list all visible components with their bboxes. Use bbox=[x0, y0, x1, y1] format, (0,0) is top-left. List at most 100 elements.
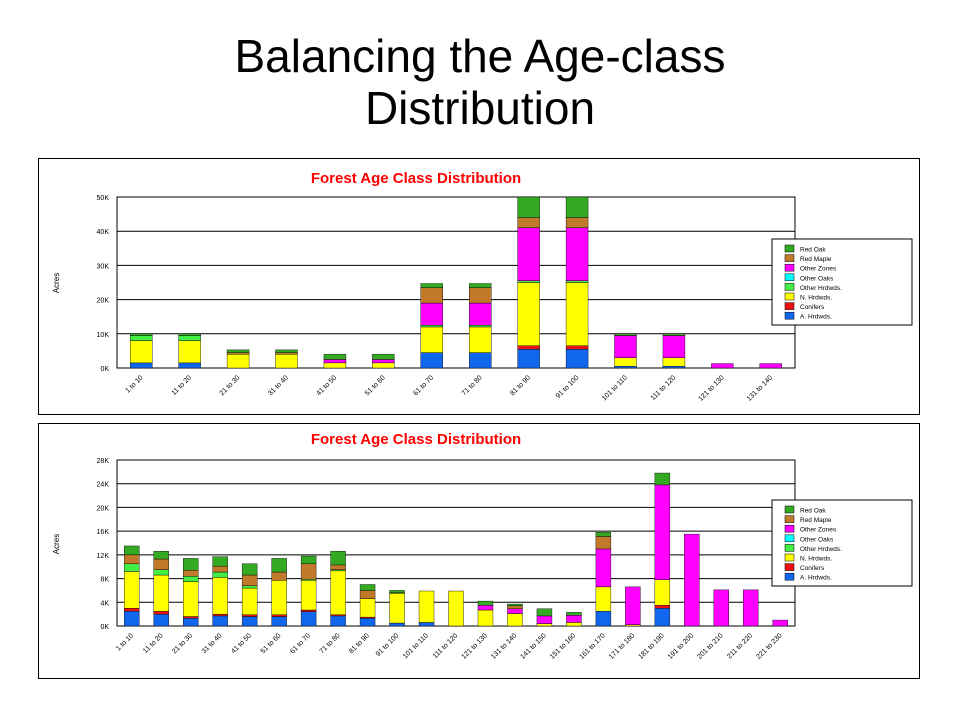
chart-title: Forest Age Class Distribution bbox=[311, 170, 521, 187]
x-tick-label: 61 to 70 bbox=[412, 374, 435, 397]
bar-segment bbox=[469, 325, 492, 328]
bar-segment bbox=[389, 590, 405, 594]
x-tick-label: 111 to 120 bbox=[432, 632, 460, 660]
y-tick-label: 20K bbox=[97, 505, 110, 512]
y-tick-label: 20K bbox=[97, 298, 110, 305]
bar-segment bbox=[420, 325, 443, 328]
bar-segment bbox=[654, 605, 671, 609]
x-tick-label: 101 to 110 bbox=[601, 374, 629, 402]
bar-segment bbox=[271, 580, 287, 615]
bar-segment bbox=[330, 615, 346, 627]
bar-segment bbox=[241, 574, 258, 586]
bar-segment bbox=[275, 349, 298, 353]
legend-label: Red Maple bbox=[800, 517, 832, 524]
bar-segment bbox=[389, 593, 405, 624]
bar-segment bbox=[153, 610, 169, 615]
bar-segment bbox=[182, 575, 199, 582]
x-tick-label: 111 to 120 bbox=[650, 374, 678, 402]
legend-label: Other Zones bbox=[800, 527, 837, 534]
bar-segment bbox=[448, 590, 464, 627]
bar-segment bbox=[625, 586, 641, 626]
legend-swatch bbox=[784, 572, 795, 581]
legend-swatch bbox=[784, 244, 795, 253]
bar-segment bbox=[300, 611, 317, 627]
x-tick-label: 181 to 190 bbox=[637, 632, 665, 660]
chart-svg-top: Forest Age Class Distribution 0K 10K 20K 30K… bbox=[52, 170, 913, 403]
legend-label: Conifers bbox=[800, 565, 825, 572]
bar-segment bbox=[153, 558, 169, 570]
bar-segment bbox=[275, 354, 298, 369]
x-tick-label: 141 to 150 bbox=[519, 632, 547, 660]
bar-segment bbox=[614, 366, 637, 369]
bar-segment bbox=[226, 349, 250, 353]
y-tick-label: 10K bbox=[97, 332, 110, 339]
bar-segment bbox=[566, 612, 582, 616]
bar-segment bbox=[507, 605, 523, 610]
legend-swatch bbox=[784, 553, 795, 562]
legend-swatch bbox=[784, 302, 795, 310]
x-tick-label: 151 to 160 bbox=[549, 632, 577, 660]
bar-segment bbox=[477, 609, 494, 627]
bar-segment bbox=[130, 340, 153, 364]
bar-segment bbox=[300, 563, 317, 580]
legend-swatch bbox=[784, 505, 795, 514]
bar-segment bbox=[418, 622, 435, 627]
bar-segment bbox=[469, 326, 492, 353]
bar-segment bbox=[662, 357, 686, 367]
bar-segment bbox=[662, 333, 686, 336]
bar-segment bbox=[372, 359, 395, 364]
legend-label: Red Maple bbox=[800, 256, 832, 263]
legend-swatch bbox=[784, 273, 795, 282]
bar-segment bbox=[565, 345, 589, 350]
bar-segment bbox=[212, 613, 228, 617]
bar-segment bbox=[743, 589, 759, 627]
bar-segment bbox=[153, 574, 169, 612]
bar-segment bbox=[182, 581, 199, 617]
y-tick-label: 8K bbox=[100, 577, 109, 584]
plot-area bbox=[116, 196, 796, 369]
slide-title-line-1: Balancing the Age-class bbox=[234, 30, 726, 82]
bar-segment bbox=[418, 590, 435, 623]
legend-swatch bbox=[784, 544, 795, 552]
bar-segment bbox=[654, 579, 671, 606]
x-tick-label: 71 to 80 bbox=[319, 632, 342, 655]
legend-label: N. Hrdwds. bbox=[800, 556, 832, 563]
y-axis-label: Acres bbox=[52, 273, 61, 293]
bar-segment bbox=[372, 354, 395, 360]
legend-swatch bbox=[784, 563, 795, 571]
x-tick-label: 191 to 200 bbox=[667, 632, 695, 660]
x-tick-label: 21 to 30 bbox=[171, 632, 194, 655]
bar-segment bbox=[124, 571, 140, 609]
bar-segment bbox=[713, 589, 730, 627]
bar-segment bbox=[469, 283, 492, 288]
x-tick-label: 201 to 210 bbox=[696, 632, 724, 660]
bar-segment bbox=[595, 548, 612, 588]
bar-segment bbox=[130, 335, 153, 341]
bar-segment bbox=[662, 335, 686, 358]
bar-segment bbox=[565, 217, 589, 228]
bar-segment bbox=[614, 335, 637, 358]
bar-segment bbox=[212, 556, 228, 567]
bar-segment bbox=[271, 571, 287, 581]
x-tick-label: 81 to 90 bbox=[348, 632, 371, 655]
bar-segment bbox=[300, 555, 317, 564]
bar-segment bbox=[614, 357, 637, 367]
bar-segment bbox=[359, 618, 376, 627]
bar-segment bbox=[330, 551, 346, 566]
bar-segment bbox=[153, 613, 169, 627]
x-tick-label: 61 to 70 bbox=[289, 632, 312, 655]
bar-segment bbox=[595, 532, 612, 537]
bar-segment bbox=[130, 362, 153, 369]
bar-segment bbox=[178, 362, 201, 369]
legend-label: Other Oaks bbox=[800, 275, 834, 282]
bar-segment bbox=[241, 614, 258, 617]
bar-segment bbox=[372, 362, 395, 369]
x-tick-label: 31 to 40 bbox=[201, 632, 224, 655]
bar-segment bbox=[226, 352, 250, 355]
x-tick-label: 51 to 60 bbox=[260, 632, 283, 655]
bar-segment bbox=[595, 536, 612, 550]
legend-swatch bbox=[784, 534, 795, 543]
x-tick-label: 71 to 80 bbox=[461, 374, 484, 397]
bar-segment bbox=[124, 554, 140, 564]
legend-label: Conifers bbox=[800, 304, 825, 311]
